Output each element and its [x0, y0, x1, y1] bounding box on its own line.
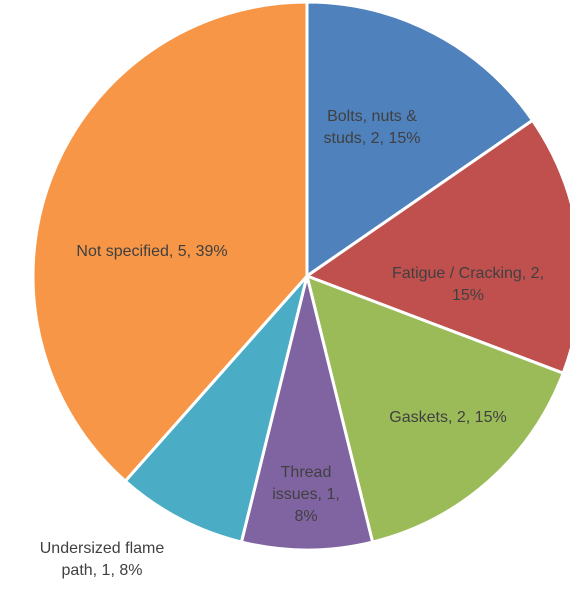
data-label-line: 15% [452, 287, 484, 304]
data-label-thread-issues: Thread issues, 1, 8% [272, 464, 340, 525]
data-label-line: Not specified, 5, 39% [76, 243, 227, 260]
data-label-line: Thread [281, 464, 332, 481]
data-label-gaskets: Gaskets, 2, 15% [389, 409, 506, 426]
data-label-not-specified: Not specified, 5, 39% [76, 243, 227, 260]
pie-slice-not-specified [31, 0, 309, 483]
data-label-undersized-flame-path: Undersized flame path, 1, 8% [40, 540, 165, 579]
data-label-line: path, 1, 8% [62, 562, 143, 579]
data-label-fatigue-cracking: Fatigue / Cracking, 2, 15% [392, 265, 544, 304]
data-label-line: Bolts, nuts & [327, 108, 417, 125]
data-label-line: 8% [294, 508, 317, 525]
data-label-line: Gaskets, 2, 15% [389, 409, 506, 426]
pie-slice-gaskets [305, 274, 565, 544]
data-labels: Bolts, nuts & studs, 2, 15% Fatigue / Crac… [40, 108, 544, 579]
pie-slice-thread-issues [239, 274, 375, 552]
data-label-bolts-nuts-studs: Bolts, nuts & studs, 2, 15% [324, 108, 421, 147]
pie-slice-undersized-flame-path [123, 274, 309, 544]
pie-slice-bolts-nuts-studs [305, 0, 534, 278]
pie-slices [31, 0, 570, 552]
pie-slice-fatigue-cracking [305, 118, 570, 375]
data-label-line: Undersized flame [40, 540, 165, 557]
data-label-line: issues, 1, [272, 486, 340, 503]
data-label-line: studs, 2, 15% [324, 130, 421, 147]
data-label-line: Fatigue / Cracking, 2, [392, 265, 544, 282]
